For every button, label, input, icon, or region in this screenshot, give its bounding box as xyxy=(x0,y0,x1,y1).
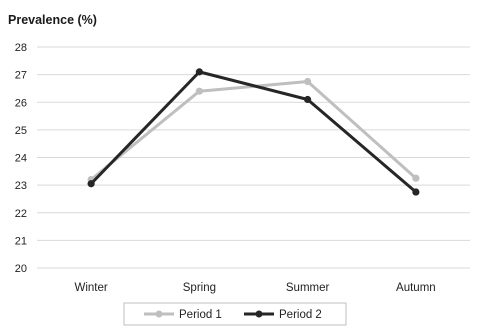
y-tick-label: 27 xyxy=(15,70,27,82)
y-tick-label: 22 xyxy=(15,208,27,220)
legend-marker xyxy=(255,310,263,318)
y-tick-label: 28 xyxy=(15,42,27,54)
x-tick-label: Summer xyxy=(286,282,330,294)
legend-marker xyxy=(155,310,163,318)
data-point xyxy=(195,68,203,76)
y-tick-label: 21 xyxy=(15,235,27,247)
y-axis-label: Prevalence (%) xyxy=(8,13,97,27)
legend-label: Period 2 xyxy=(279,309,322,321)
series-line xyxy=(90,70,417,194)
y-tick-label: 20 xyxy=(15,263,27,275)
data-point xyxy=(412,188,420,196)
series-line xyxy=(90,80,417,181)
data-point xyxy=(195,87,203,95)
data-point xyxy=(412,174,420,182)
data-point xyxy=(87,180,95,188)
x-tick-label: Autumn xyxy=(396,282,436,294)
data-point xyxy=(304,77,312,86)
y-tick-label: 23 xyxy=(15,180,27,192)
y-tick-label: 24 xyxy=(15,153,27,165)
x-tick-label: Winter xyxy=(75,282,108,294)
y-tick-label: 25 xyxy=(15,125,27,137)
data-point xyxy=(304,95,312,104)
legend-label: Period 1 xyxy=(179,309,222,321)
legend-box xyxy=(123,302,347,326)
x-tick-label: Spring xyxy=(183,282,216,294)
y-tick-label: 26 xyxy=(15,97,27,109)
